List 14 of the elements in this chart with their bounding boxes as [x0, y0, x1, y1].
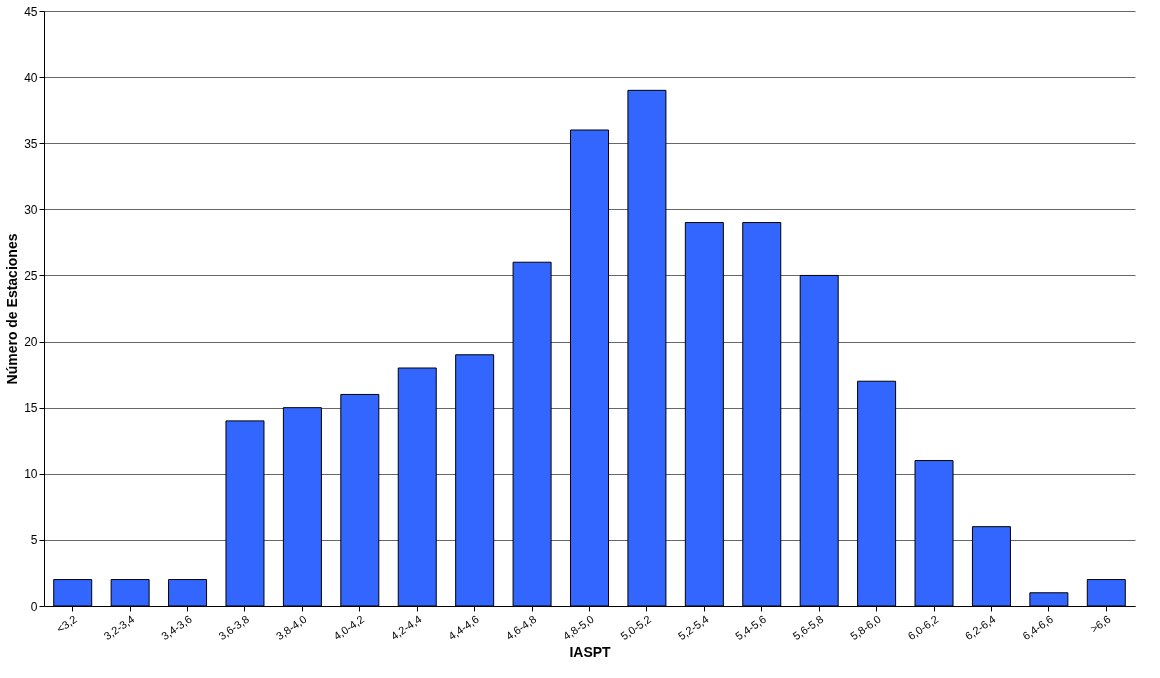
y-tick-label: 35: [24, 136, 38, 151]
y-tick-label: 20: [24, 335, 38, 350]
x-tick-label: >6,6: [1087, 612, 1113, 635]
x-axis-title: IASPT: [569, 644, 612, 661]
y-tick-label: 5: [30, 533, 38, 548]
y-tick-label: 45: [24, 4, 38, 19]
y-tick-label: 15: [24, 401, 38, 416]
y-tick-label: 40: [24, 70, 38, 85]
y-tick-label: 10: [24, 467, 38, 482]
y-tick-label: 30: [24, 202, 38, 217]
y-tick-label: 0: [30, 599, 38, 614]
y-tick-label: 25: [24, 268, 38, 283]
x-tick-label: <3,2: [54, 612, 80, 635]
y-axis-title: Número de Estaciones: [4, 233, 21, 385]
